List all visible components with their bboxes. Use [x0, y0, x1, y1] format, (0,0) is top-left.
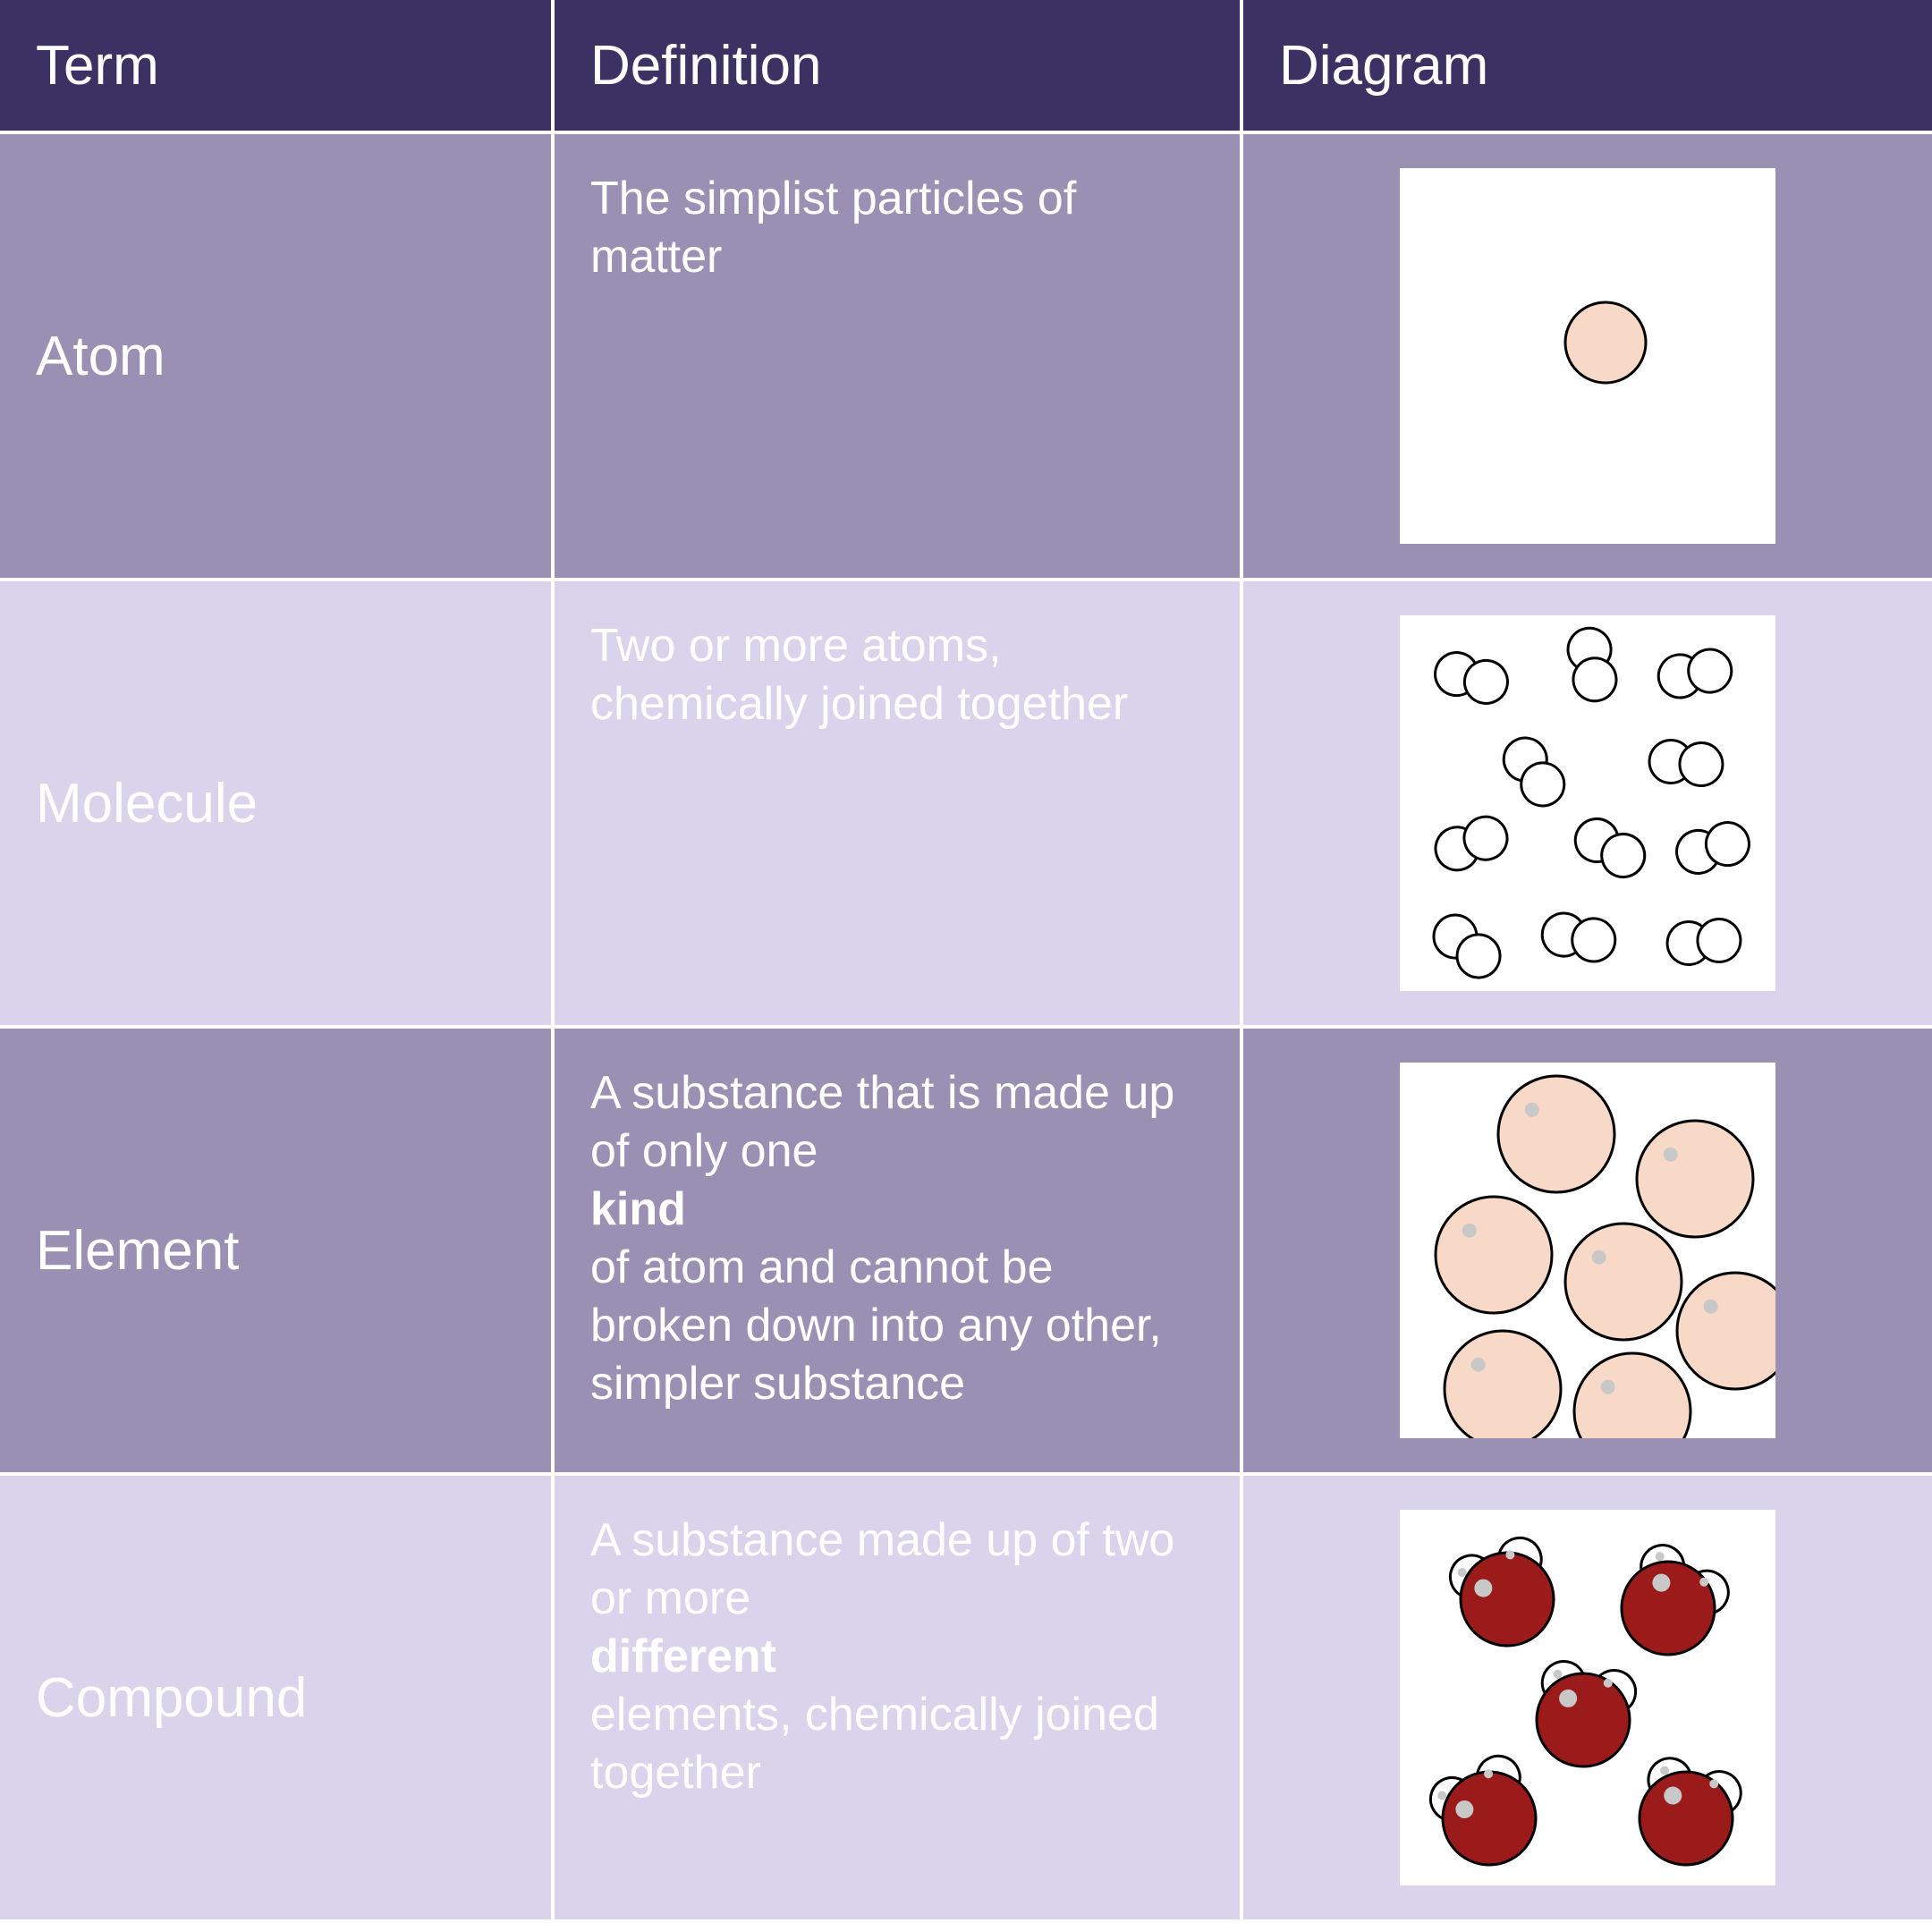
header-definition: Definition: [555, 0, 1243, 134]
diagram-box: [1400, 1063, 1775, 1438]
header-diagram: Diagram: [1243, 0, 1932, 134]
diagram-cell: [1243, 134, 1932, 581]
diagram-box: [1400, 615, 1775, 991]
definition-cell: A substance that is made up of only one …: [555, 1029, 1243, 1476]
diagram-cell: [1243, 581, 1932, 1029]
term-cell: Molecule: [0, 581, 555, 1029]
term-cell: Atom: [0, 134, 555, 581]
diagram-box: [1400, 1510, 1775, 1885]
definition-cell: A substance made up of two or more diffe…: [555, 1476, 1243, 1923]
header-term: Term: [0, 0, 555, 134]
diagram-cell: [1243, 1476, 1932, 1923]
term-cell: Compound: [0, 1476, 555, 1923]
term-cell: Element: [0, 1029, 555, 1476]
diagram-box: [1400, 168, 1775, 544]
definition-cell: The simplist particles of matter: [555, 134, 1243, 581]
chemistry-terms-table: Term Definition Diagram AtomThe simplist…: [0, 0, 1932, 1923]
diagram-cell: [1243, 1029, 1932, 1476]
definition-cell: Two or more atoms, chemically joined tog…: [555, 581, 1243, 1029]
